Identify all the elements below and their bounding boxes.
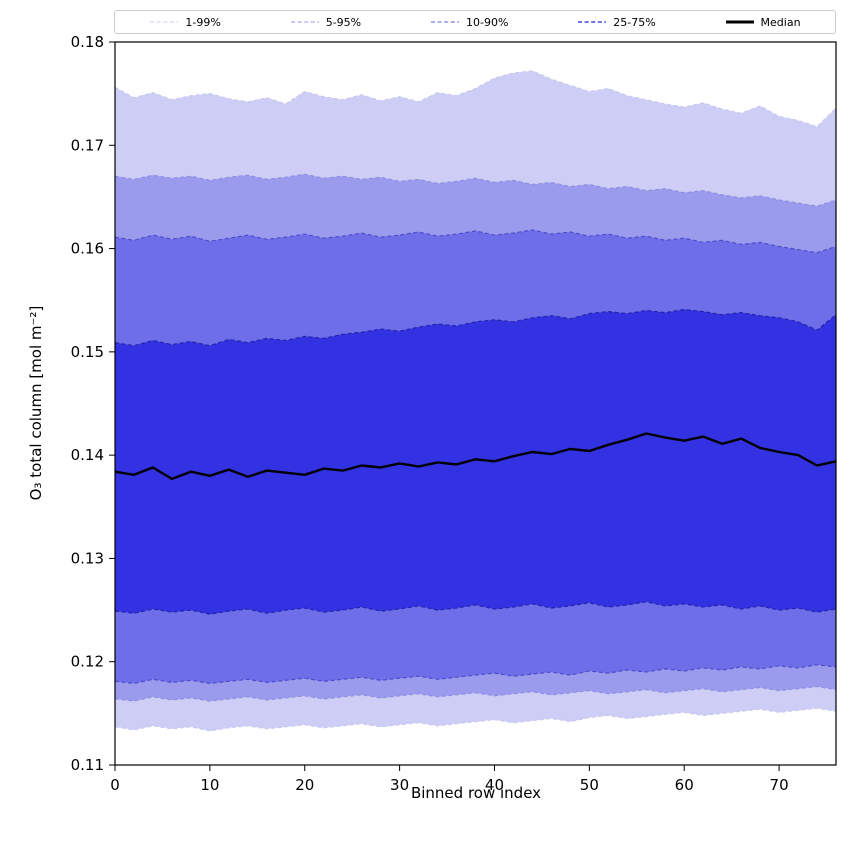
legend-item-Median: Median bbox=[725, 16, 801, 29]
band-lower-edge-25-75% bbox=[114, 601, 837, 615]
x-tick-label: 30 bbox=[390, 776, 409, 794]
legend-label: Median bbox=[760, 15, 801, 29]
band-upper-edge-5-95% bbox=[114, 173, 837, 207]
legend-item-25-75%: 25-75% bbox=[577, 15, 656, 29]
band-lower-edge-10-90% bbox=[114, 664, 837, 685]
legend-label: 5-95% bbox=[325, 15, 362, 29]
legend-label: 1-99% bbox=[185, 15, 221, 29]
y-tick-label: 0.11 bbox=[71, 756, 104, 774]
legend-line-sample-icon bbox=[430, 21, 459, 23]
legend-item-5-95%: 5-95% bbox=[290, 16, 361, 29]
legend-label: 10-90% bbox=[465, 15, 509, 29]
legend-item-1-99%: 1-99% bbox=[149, 15, 221, 29]
legend-line-sample-icon bbox=[150, 21, 179, 23]
legend-line-sample-icon bbox=[725, 20, 754, 24]
median-line bbox=[114, 432, 837, 481]
x-tick-label: 40 bbox=[485, 776, 504, 794]
y-tick-label: 0.18 bbox=[71, 33, 104, 51]
x-tick-label: 10 bbox=[200, 776, 219, 794]
band-upper-edge-10-90% bbox=[114, 229, 837, 254]
legend-line-sample-icon bbox=[290, 21, 319, 23]
x-tick-label: 0 bbox=[110, 776, 120, 794]
y-tick-label: 0.16 bbox=[71, 240, 104, 258]
y-tick-label: 0.17 bbox=[71, 136, 104, 154]
band-lower-edge-5-95% bbox=[114, 685, 837, 702]
x-tick-label: 50 bbox=[580, 776, 599, 794]
band-25-75% bbox=[115, 309, 836, 615]
x-tick-label: 20 bbox=[295, 776, 314, 794]
x-axis-label: Binned row index bbox=[410, 784, 542, 802]
band-upper-edge-1-99% bbox=[114, 70, 837, 128]
legend-item-10-90%: 10-90% bbox=[430, 16, 508, 29]
legend-label: 25-75% bbox=[613, 15, 656, 29]
y-axis-label: O₃ total column [mol m⁻²] bbox=[27, 305, 45, 501]
y-tick-label: 0.15 bbox=[71, 343, 104, 361]
x-tick-label: 60 bbox=[675, 776, 694, 794]
plot-border bbox=[114, 41, 837, 766]
y-tick-label: 0.14 bbox=[71, 446, 104, 464]
x-tick-label: 70 bbox=[770, 776, 789, 794]
legend: 1-99% 5-95% 10-90% 25-75% Median bbox=[114, 10, 836, 34]
y-tick-label: 0.13 bbox=[71, 549, 104, 567]
legend-line-sample-icon bbox=[578, 21, 607, 23]
band-upper-edge-25-75% bbox=[114, 308, 837, 347]
band-lower-edge-1-99% bbox=[114, 707, 837, 732]
y-tick-label: 0.12 bbox=[71, 653, 104, 671]
